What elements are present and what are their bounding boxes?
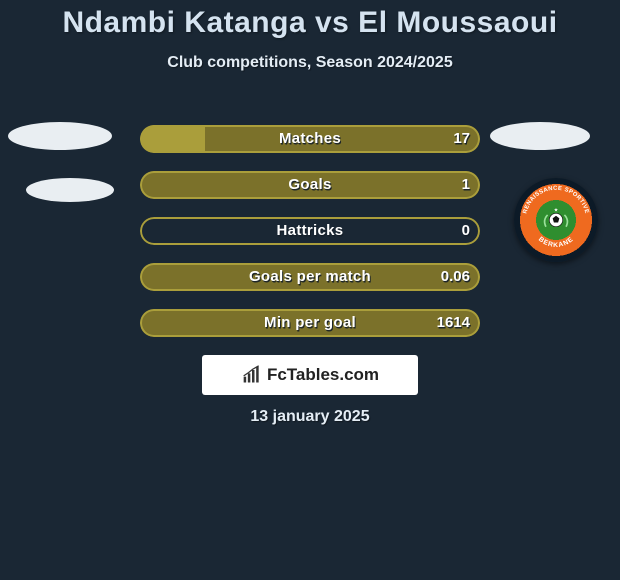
metric-label: Matches <box>140 125 480 153</box>
badge-text-bottom: BERKANE <box>537 236 575 249</box>
metric-label: Goals per match <box>140 263 480 291</box>
club-right-badge: RENAISSANCE SPORTIVE BERKANE ★ <box>514 178 598 262</box>
svg-text:★: ★ <box>554 208 559 214</box>
subtitle: Club competitions, Season 2024/2025 <box>0 54 620 72</box>
metric-right-value: 1614 <box>437 309 470 337</box>
metric-label: Hattricks <box>140 217 480 245</box>
chart-icon <box>241 365 263 385</box>
svg-text:BERKANE: BERKANE <box>537 236 575 249</box>
page-title: Ndambi Katanga vs El Moussaoui <box>0 0 620 40</box>
source-logo[interactable]: FcTables.com <box>202 355 418 395</box>
metric-bar: Goals per match0.06 <box>140 263 480 291</box>
comparison-bars: 4Matches17 Goals1 Hattricks0 Goals per matc… <box>140 125 480 355</box>
metric-right-value: 1 <box>462 171 470 199</box>
metric-right-value: 0 <box>462 217 470 245</box>
metric-bar: Goals1 <box>140 171 480 199</box>
club-left-badge-placeholder <box>26 178 114 202</box>
player-right-avatar-placeholder <box>490 122 590 150</box>
source-logo-label: FcTables.com <box>267 365 379 385</box>
player-left-avatar-placeholder <box>8 122 112 150</box>
club-right-badge-svg: RENAISSANCE SPORTIVE BERKANE ★ <box>514 178 598 262</box>
metric-label: Goals <box>140 171 480 199</box>
metric-right-value: 17 <box>453 125 470 153</box>
comparison-card: Ndambi Katanga vs El Moussaoui Club comp… <box>0 0 620 580</box>
metric-bar: Min per goal1614 <box>140 309 480 337</box>
metric-right-value: 0.06 <box>441 263 470 291</box>
generated-date: 13 january 2025 <box>250 408 369 425</box>
metric-bar: 4Matches17 <box>140 125 480 153</box>
metric-label: Min per goal <box>140 309 480 337</box>
metric-bar: Hattricks0 <box>140 217 480 245</box>
